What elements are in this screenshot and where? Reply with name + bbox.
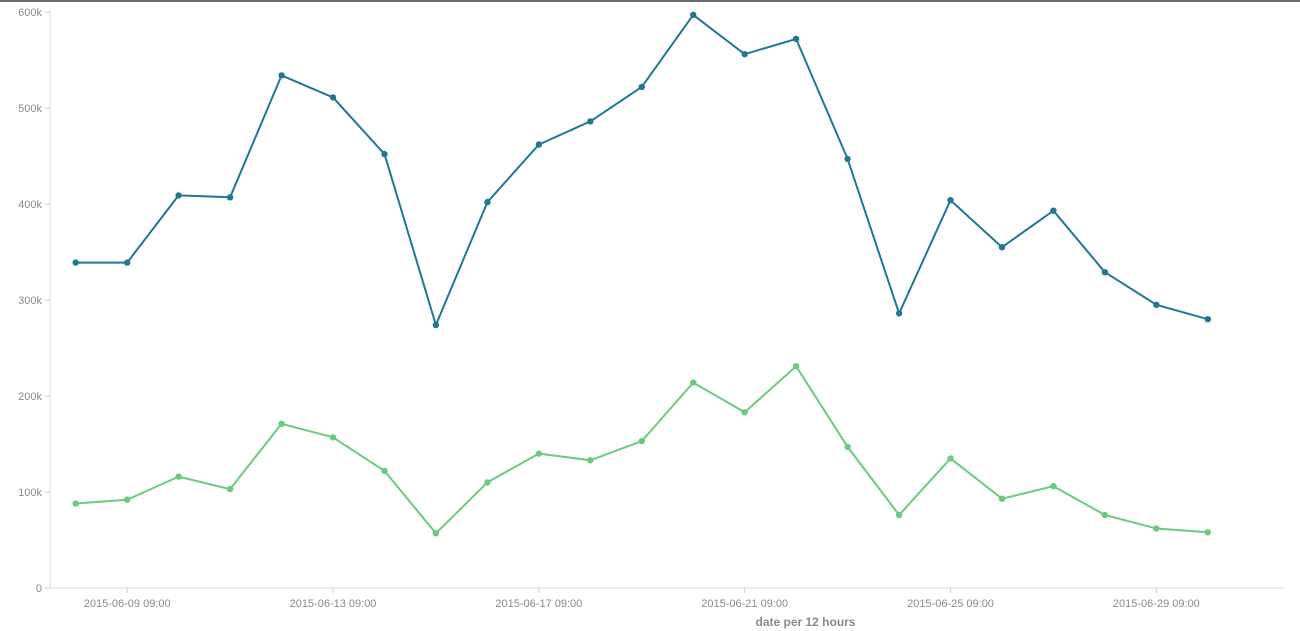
series-line: [75, 13, 1209, 326]
data-point[interactable]: [432, 321, 440, 329]
data-point[interactable]: [587, 118, 594, 125]
x-tick-label: 2015-06-13 09:00: [290, 598, 377, 610]
series-line: [75, 365, 1208, 535]
x-tick-label: 2015-06-29 09:00: [1113, 598, 1200, 610]
data-point[interactable]: [1050, 207, 1057, 214]
data-point[interactable]: [381, 467, 388, 475]
top-border: [0, 0, 1300, 2]
data-point[interactable]: [1204, 529, 1212, 536]
x-tick-label: 2015-06-21 09:00: [701, 598, 788, 610]
data-point[interactable]: [690, 379, 697, 386]
y-tick-label: 200k: [18, 391, 42, 403]
data-point[interactable]: [1050, 483, 1057, 490]
x-tick-label: 2015-06-17 09:00: [495, 598, 582, 610]
data-point[interactable]: [998, 244, 1006, 251]
data-point[interactable]: [124, 259, 131, 266]
data-point[interactable]: [1101, 511, 1109, 519]
data-point[interactable]: [1101, 269, 1109, 276]
x-axis-title: date per 12 hours: [755, 615, 855, 629]
y-tick-label: 500k: [18, 103, 42, 115]
data-point[interactable]: [947, 455, 954, 462]
data-point[interactable]: [72, 500, 79, 507]
data-point[interactable]: [587, 457, 594, 464]
y-axis: 0 100k 200k 300k 400k 500k 600k: [18, 7, 51, 595]
data-point[interactable]: [175, 473, 182, 480]
x-axis: 2015-06-09 09:00 2015-06-13 09:00 2015-06-…: [50, 587, 1285, 610]
data-point[interactable]: [844, 443, 851, 451]
data-point[interactable]: [638, 437, 645, 445]
series-1: [72, 11, 1212, 329]
data-point[interactable]: [278, 72, 285, 79]
data-point[interactable]: [792, 363, 800, 370]
y-tick-label: 100k: [18, 487, 42, 499]
data-point[interactable]: [947, 197, 954, 204]
data-point[interactable]: [535, 141, 543, 148]
series-2: [72, 363, 1212, 537]
data-point[interactable]: [381, 150, 388, 158]
data-point[interactable]: [690, 11, 697, 19]
data-point[interactable]: [895, 310, 903, 317]
data-point[interactable]: [484, 198, 491, 206]
y-tick-label: 600k: [18, 7, 42, 19]
data-point[interactable]: [998, 495, 1006, 502]
y-tick-label: 400k: [18, 199, 42, 211]
data-point[interactable]: [124, 496, 131, 503]
x-tick-label: 2015-06-25 09:00: [907, 598, 994, 610]
data-point[interactable]: [175, 192, 182, 199]
data-point[interactable]: [741, 51, 748, 58]
data-point[interactable]: [484, 479, 491, 486]
data-point[interactable]: [226, 485, 234, 493]
y-tick-label: 0: [36, 583, 42, 595]
series-layer: [72, 11, 1212, 537]
x-tick-label: 2015-06-09 09:00: [84, 598, 171, 610]
data-point[interactable]: [638, 83, 645, 91]
data-point[interactable]: [741, 409, 748, 416]
data-point[interactable]: [226, 194, 234, 201]
data-point[interactable]: [72, 259, 79, 266]
data-point[interactable]: [1153, 301, 1160, 308]
data-point[interactable]: [844, 155, 851, 163]
data-point[interactable]: [329, 434, 337, 441]
data-point[interactable]: [1153, 525, 1160, 532]
y-tick-label: 300k: [18, 295, 42, 307]
data-point[interactable]: [329, 94, 337, 101]
data-point[interactable]: [1204, 316, 1212, 323]
data-point[interactable]: [895, 511, 903, 519]
data-point[interactable]: [432, 530, 440, 537]
data-point[interactable]: [278, 420, 285, 427]
data-point[interactable]: [792, 35, 800, 43]
data-point[interactable]: [535, 450, 543, 457]
